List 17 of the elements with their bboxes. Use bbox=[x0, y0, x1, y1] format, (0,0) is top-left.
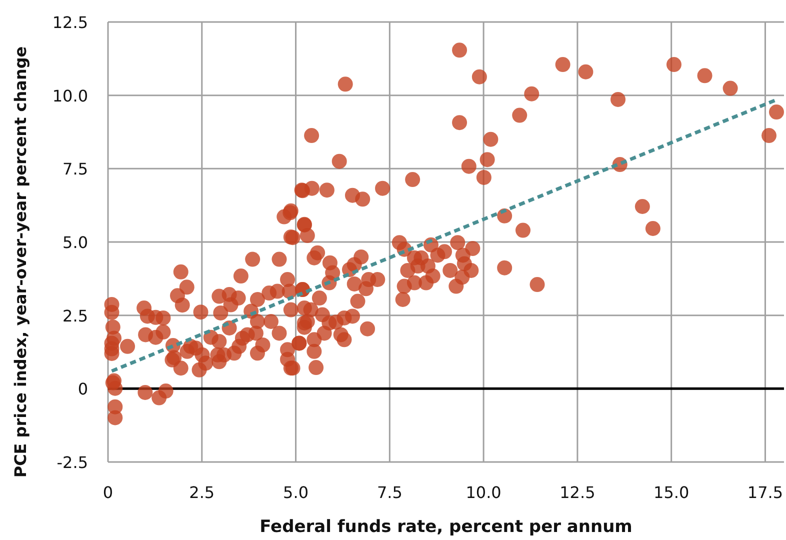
x-tick-label: 15.0 bbox=[654, 483, 690, 502]
x-tick-label: 5.0 bbox=[283, 483, 309, 502]
x-tick-label: 10.0 bbox=[466, 483, 502, 502]
y-tick-label: 7.5 bbox=[62, 160, 88, 179]
x-axis-title: Federal funds rate, percent per annum bbox=[260, 517, 632, 537]
y-tick-label: 12.5 bbox=[52, 13, 88, 32]
y-tick-label: 10.0 bbox=[52, 86, 88, 106]
y-tick-label: -2.5 bbox=[56, 453, 88, 472]
x-tick-label: 17.5 bbox=[747, 483, 784, 502]
x-tick-label: 0 bbox=[102, 483, 114, 502]
y-axis-title: PCE price index, year-over-year percent change bbox=[11, 46, 30, 478]
x-tick-label: 12.5 bbox=[560, 483, 596, 502]
y-tick-label: 5.0 bbox=[62, 233, 88, 252]
y-tick-label: 2.5 bbox=[62, 306, 88, 326]
x-tick-label: 2.5 bbox=[189, 483, 215, 502]
x-tick-label: 7.5 bbox=[376, 483, 402, 502]
y-tick-label: 0 bbox=[78, 380, 88, 399]
